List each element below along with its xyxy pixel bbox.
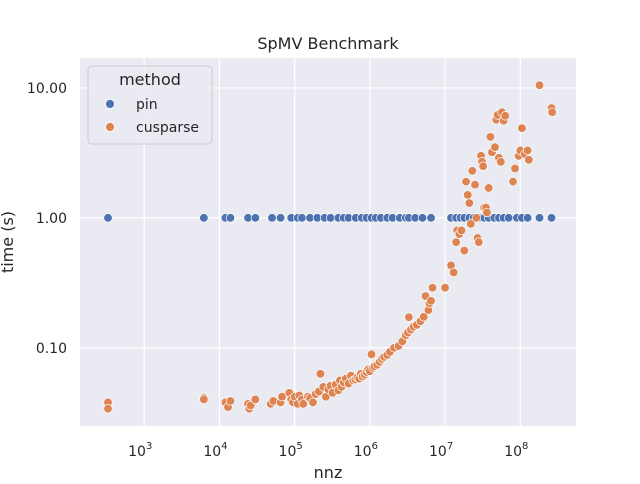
y-tick-labels: 0.10 1.00 10.00 <box>27 81 67 357</box>
data-point-cusparse <box>440 283 450 293</box>
data-point-cusparse <box>225 396 236 406</box>
data-point-cusparse <box>366 349 377 360</box>
data-point-cusparse <box>496 157 506 167</box>
data-point-cusparse <box>485 132 496 142</box>
data-point-cusparse <box>451 237 461 247</box>
data-point-pin <box>103 213 113 223</box>
data-point-pin <box>534 213 545 223</box>
data-point-cusparse <box>461 176 471 187</box>
data-point-cusparse <box>522 145 533 156</box>
data-point-cusparse <box>298 399 308 409</box>
data-point-cusparse <box>459 245 469 256</box>
data-point-cusparse <box>508 176 518 187</box>
data-point-cusparse <box>478 161 488 171</box>
data-point-cusparse <box>456 225 467 236</box>
data-point-pin <box>297 213 307 223</box>
legend-label-pin: pin <box>136 97 158 113</box>
data-point-cusparse <box>404 312 414 322</box>
y-tick-label: 10.00 <box>27 81 67 97</box>
data-point-cusparse <box>466 219 476 229</box>
y-axis-label: time (s) <box>0 211 17 273</box>
data-point-cusparse <box>426 296 436 306</box>
data-point-cusparse <box>471 213 481 223</box>
y-tick-label: 0.10 <box>36 341 67 357</box>
data-point-pin <box>546 213 557 223</box>
x-tick-label: 107 <box>429 441 453 460</box>
data-point-cusparse <box>510 163 520 174</box>
data-point-cusparse <box>484 183 494 193</box>
data-point-pin <box>275 213 286 223</box>
legend-marker-pin <box>105 99 115 109</box>
data-point-cusparse <box>517 123 527 133</box>
data-point-cusparse <box>103 404 113 414</box>
data-point-cusparse <box>308 397 318 408</box>
data-points <box>103 80 557 414</box>
data-point-cusparse <box>449 267 459 278</box>
data-point-pin <box>225 213 236 223</box>
x-tick-labels: 103 104 105 106 107 108 <box>128 441 528 460</box>
data-point-pin <box>325 213 336 223</box>
y-tick-label: 1.00 <box>36 211 67 227</box>
legend-label-cusparse: cusparse <box>136 120 199 136</box>
x-tick-label: 105 <box>279 441 303 460</box>
data-point-cusparse <box>547 107 557 117</box>
x-tick-label: 103 <box>128 441 152 460</box>
data-point-cusparse <box>277 392 287 402</box>
data-point-pin <box>267 213 277 223</box>
x-tick-label: 106 <box>354 441 378 460</box>
legend-title: method <box>119 70 181 89</box>
data-point-cusparse <box>467 166 477 176</box>
legend-frame <box>87 65 213 145</box>
data-point-cusparse <box>250 394 260 405</box>
data-point-cusparse <box>463 190 473 200</box>
chart-title: SpMV Benchmark <box>257 34 399 53</box>
data-point-cusparse <box>427 283 438 293</box>
legend: method pin cusparse <box>87 65 213 145</box>
data-point-cusparse <box>464 198 474 208</box>
data-point-cusparse <box>470 180 480 190</box>
data-point-cusparse <box>419 312 429 322</box>
data-point-pin <box>426 213 436 223</box>
data-point-pin <box>199 213 209 223</box>
data-point-cusparse <box>315 369 326 379</box>
data-point-pin <box>522 213 533 223</box>
data-point-pin <box>504 213 514 223</box>
x-axis-label: nnz <box>314 463 343 480</box>
legend-marker-cusparse <box>105 122 115 132</box>
x-tick-label: 108 <box>504 441 528 460</box>
data-point-cusparse <box>524 155 534 165</box>
x-tick-label: 104 <box>203 441 227 460</box>
data-point-cusparse <box>199 394 209 405</box>
data-point-cusparse <box>474 237 484 247</box>
data-point-cusparse <box>500 111 510 121</box>
data-point-cusparse <box>534 80 545 90</box>
data-point-pin <box>250 213 260 223</box>
data-point-cusparse <box>490 142 500 152</box>
data-point-pin <box>417 213 428 223</box>
data-point-cusparse <box>482 207 492 218</box>
